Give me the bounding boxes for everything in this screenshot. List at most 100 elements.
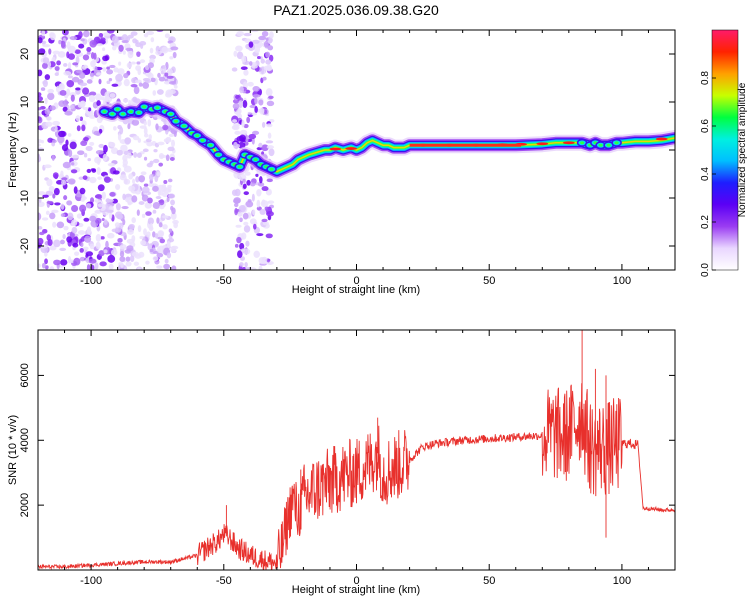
noise-blob <box>88 114 96 119</box>
noise-blob <box>83 152 88 158</box>
noise-blob <box>261 144 269 152</box>
noise-blob <box>51 139 57 144</box>
noise-blob <box>52 172 59 179</box>
noise-blob <box>256 199 261 208</box>
noise-blob <box>260 200 269 208</box>
noise-blob <box>163 263 171 270</box>
noise-blob <box>243 123 249 129</box>
noise-blob <box>156 89 164 95</box>
ridge-blob-core <box>168 112 173 116</box>
noise-blob <box>38 154 41 162</box>
noise-blob <box>102 153 108 161</box>
noise-blob <box>79 72 86 79</box>
noise-blob <box>83 136 89 142</box>
noise-blob <box>66 88 71 97</box>
noise-blob <box>42 57 50 64</box>
noise-blob <box>152 231 156 238</box>
noise-blob <box>115 73 123 82</box>
noise-blob <box>127 34 134 39</box>
noise-blob <box>128 185 136 192</box>
noise-blob <box>60 203 65 210</box>
noise-blob <box>131 195 138 203</box>
noise-blob <box>156 30 164 33</box>
noise-blob <box>158 162 164 167</box>
noise-blob <box>122 193 126 201</box>
noise-blob <box>86 226 92 235</box>
noise-blob <box>266 259 270 263</box>
noise-blob <box>251 64 258 69</box>
noise-blob <box>268 148 275 157</box>
noise-blob <box>115 184 121 191</box>
noise-blob <box>81 65 87 70</box>
noise-blob <box>161 65 166 69</box>
noise-blob <box>41 40 47 45</box>
noise-blob <box>164 72 169 77</box>
noise-blob <box>149 222 153 230</box>
noise-blob <box>95 93 102 101</box>
noise-blob <box>248 41 254 48</box>
noise-blob <box>153 148 158 153</box>
noise-blob <box>245 267 251 270</box>
noise-blob <box>48 48 52 55</box>
noise-blob <box>60 170 64 177</box>
noise-blob <box>141 213 146 218</box>
noise-blob <box>241 119 245 128</box>
noise-blob <box>66 41 71 50</box>
noise-blob <box>248 133 257 140</box>
noise-blob <box>47 238 53 247</box>
noise-blob <box>71 76 80 83</box>
noise-blob <box>242 178 246 183</box>
noise-blob <box>40 87 46 91</box>
noise-blob <box>231 189 238 197</box>
noise-blob <box>243 191 249 196</box>
noise-blob <box>105 209 114 213</box>
ridge-blob-core <box>181 124 186 128</box>
noise-blob <box>157 141 165 146</box>
noise-blob <box>257 182 265 187</box>
noise-blob <box>119 174 127 181</box>
noise-blob <box>89 72 95 77</box>
noise-blob <box>266 123 273 128</box>
ridge-blob-core <box>155 106 160 110</box>
noise-blob <box>117 133 122 141</box>
noise-blob <box>105 198 111 203</box>
noise-blob <box>119 256 126 263</box>
ridge-blob-core <box>216 153 221 157</box>
ridge-blob-core <box>136 111 141 114</box>
noise-blob <box>118 61 122 66</box>
noise-blob <box>261 186 269 192</box>
noise-blob <box>102 32 111 37</box>
noise-blob <box>127 123 131 130</box>
noise-blob <box>259 209 266 215</box>
noise-blob <box>247 81 254 87</box>
noise-blob <box>94 156 102 164</box>
x-axis-ticks: -100 -50 0 50 100 <box>37 330 676 587</box>
y-tick-label: 10 <box>19 96 31 108</box>
noise-blob <box>161 215 169 219</box>
noise-blob <box>82 87 90 95</box>
noise-blob <box>126 152 132 159</box>
noise-blob <box>46 200 54 205</box>
noise-blob <box>107 232 115 239</box>
noise-blob <box>82 54 90 61</box>
noise-blob <box>117 237 123 243</box>
noise-blob <box>98 78 102 85</box>
noise-blob <box>156 253 164 258</box>
noise-blob <box>41 217 49 221</box>
noise-blob <box>98 128 103 134</box>
snr-series-line <box>38 330 675 570</box>
ridge-peak <box>409 143 522 147</box>
noise-blob <box>54 125 58 132</box>
y-tick-label: -10 <box>19 190 31 206</box>
noise-blob <box>86 51 91 55</box>
noise-blob <box>236 236 242 244</box>
noise-blob <box>124 137 132 145</box>
noise-blob <box>136 61 141 65</box>
noise-blob <box>49 245 57 251</box>
noise-blob <box>252 223 257 230</box>
noise-blob <box>132 178 136 185</box>
noise-blob <box>38 201 45 208</box>
noise-blob <box>113 126 117 131</box>
colorbar-tick-label: 0.6 <box>700 119 711 133</box>
noise-blob <box>155 195 162 200</box>
